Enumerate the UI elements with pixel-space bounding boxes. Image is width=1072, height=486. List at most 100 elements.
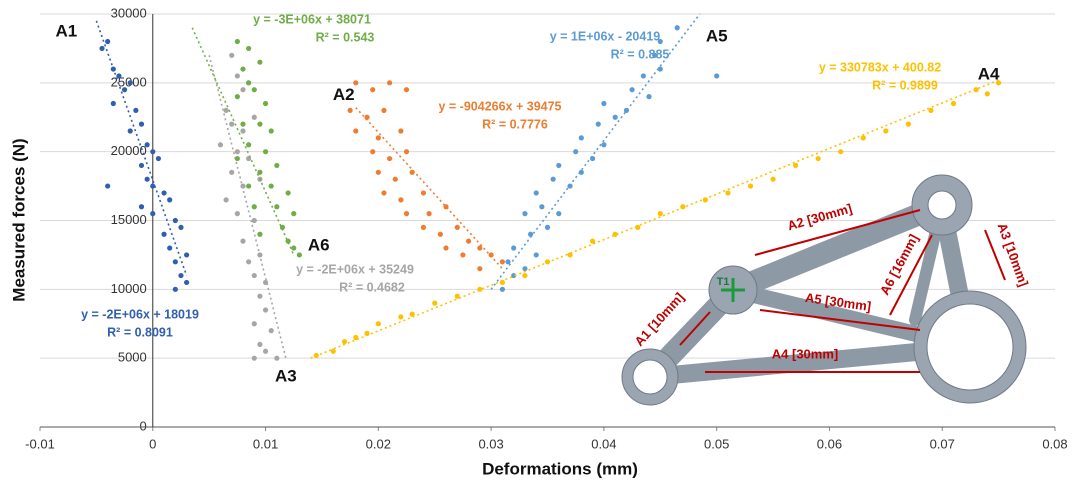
- point: [269, 183, 274, 188]
- point: [404, 87, 409, 92]
- point: [443, 245, 448, 250]
- trend-r2: R² = 0.885: [611, 47, 670, 61]
- point: [714, 73, 719, 78]
- point: [252, 356, 257, 361]
- trend-r2: R² = 0.9899: [872, 78, 938, 92]
- point: [297, 252, 302, 257]
- point: [398, 314, 403, 319]
- point: [128, 80, 133, 85]
- point: [173, 287, 178, 292]
- y-axis-title: Measured forces (N): [9, 138, 28, 301]
- x-tick-label: 0.01: [253, 436, 278, 451]
- point: [161, 232, 166, 237]
- point: [404, 211, 409, 216]
- point: [167, 245, 172, 250]
- point: [477, 245, 482, 250]
- point: [252, 273, 257, 278]
- point: [274, 204, 279, 209]
- point: [139, 204, 144, 209]
- point: [173, 218, 178, 223]
- x-tick-label: -0.01: [25, 436, 55, 451]
- trend-r2: R² = 0.8091: [107, 325, 173, 339]
- point: [111, 101, 116, 106]
- point: [381, 108, 386, 113]
- point: [257, 60, 262, 65]
- point: [421, 190, 426, 195]
- point: [161, 190, 166, 195]
- hole: [928, 191, 956, 219]
- point: [522, 273, 527, 278]
- point: [122, 87, 127, 92]
- point: [951, 101, 956, 106]
- point: [861, 135, 866, 140]
- point: [641, 73, 646, 78]
- trend-r2: R² = 0.7776: [482, 117, 548, 131]
- point: [240, 87, 245, 92]
- x-tick-label: 0.08: [1042, 436, 1067, 451]
- point: [725, 190, 730, 195]
- point: [269, 328, 274, 333]
- point: [178, 225, 183, 230]
- trend-equation: y = 1E+06x - 20419: [550, 29, 661, 43]
- x-tick-label: 0.07: [930, 436, 955, 451]
- point: [263, 149, 268, 154]
- point: [223, 108, 228, 113]
- point: [240, 128, 245, 133]
- point: [145, 142, 150, 147]
- point: [381, 190, 386, 195]
- point: [223, 197, 228, 202]
- point: [235, 73, 240, 78]
- point: [348, 108, 353, 113]
- series-label: A1: [56, 21, 78, 40]
- series-label: A3: [275, 367, 297, 386]
- trend-equation: y = -2E+06x + 35249: [296, 262, 414, 276]
- point: [99, 46, 104, 51]
- point: [218, 142, 223, 147]
- point: [246, 46, 251, 51]
- point: [398, 128, 403, 133]
- point: [274, 356, 279, 361]
- point: [370, 149, 375, 154]
- point: [477, 266, 482, 271]
- chart: Deformations (mm) Measured forces (N) 05…: [0, 0, 1072, 486]
- point: [426, 211, 431, 216]
- inset-label: A4 [30mm]: [772, 346, 838, 361]
- point: [235, 94, 240, 99]
- point: [534, 252, 539, 257]
- point: [511, 245, 516, 250]
- point: [500, 259, 505, 264]
- point: [421, 225, 426, 230]
- series: A5y = 1E+06x - 20419R² = 0.885: [491, 14, 728, 292]
- y-tick-label: 0: [140, 418, 147, 433]
- point: [658, 211, 663, 216]
- point: [770, 177, 775, 182]
- trend-equation: y = -2E+06x + 18019: [81, 307, 199, 321]
- y-tick-label: 20000: [111, 143, 147, 158]
- point: [613, 115, 618, 120]
- point: [551, 177, 556, 182]
- point: [167, 197, 172, 202]
- point: [404, 149, 409, 154]
- hole: [927, 304, 1013, 390]
- point: [985, 91, 990, 96]
- point: [376, 170, 381, 175]
- point: [522, 211, 527, 216]
- series-label: A6: [308, 235, 330, 254]
- point: [263, 101, 268, 106]
- point: [906, 122, 911, 127]
- point: [269, 128, 274, 133]
- x-axis-title: Deformations (mm): [482, 459, 638, 478]
- inset-label: A2 [30mm]: [786, 201, 854, 234]
- point: [133, 108, 138, 113]
- point: [257, 342, 262, 347]
- point: [246, 259, 251, 264]
- point: [229, 170, 234, 175]
- point: [466, 239, 471, 244]
- point: [240, 239, 245, 244]
- point: [646, 94, 651, 99]
- point: [579, 135, 584, 140]
- point: [246, 183, 251, 188]
- series-label: A4: [978, 65, 1000, 84]
- point: [838, 149, 843, 154]
- point: [252, 204, 257, 209]
